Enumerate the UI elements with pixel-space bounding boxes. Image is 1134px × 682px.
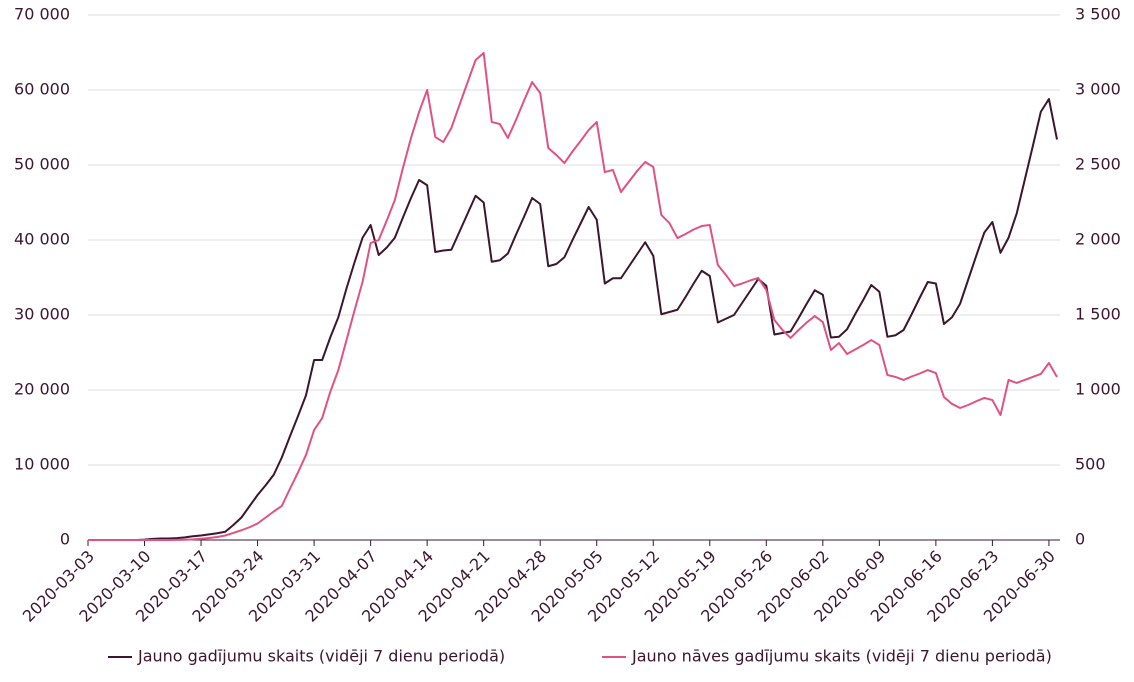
- y-tick-label: 60 000: [14, 80, 70, 99]
- y2-tick-label: 3 000: [1075, 80, 1121, 99]
- series-line: [88, 98, 1058, 541]
- legend-label: Jauno gadījumu skaits (vidēji 7 dienu pe…: [137, 647, 505, 666]
- y2-tick-label: 1 000: [1075, 380, 1121, 399]
- y2-tick-label: 2 500: [1075, 155, 1121, 174]
- y2-tick-label: 0: [1075, 530, 1085, 549]
- series-line: [88, 51, 1058, 541]
- legend-label: Jauno nāves gadījumu skaits (vidēji 7 di…: [631, 647, 1052, 666]
- y2-tick-label: 3 500: [1075, 5, 1121, 24]
- y-tick-label: 40 000: [14, 230, 70, 249]
- y-tick-label: 0: [60, 530, 70, 549]
- y-tick-label: 50 000: [14, 155, 70, 174]
- y-tick-label: 30 000: [14, 305, 70, 324]
- y2-tick-label: 500: [1075, 455, 1106, 474]
- y-tick-label: 70 000: [14, 5, 70, 24]
- y-tick-label: 10 000: [14, 455, 70, 474]
- y2-tick-label: 2 000: [1075, 230, 1121, 249]
- y-tick-label: 20 000: [14, 380, 70, 399]
- y2-tick-label: 1 500: [1075, 305, 1121, 324]
